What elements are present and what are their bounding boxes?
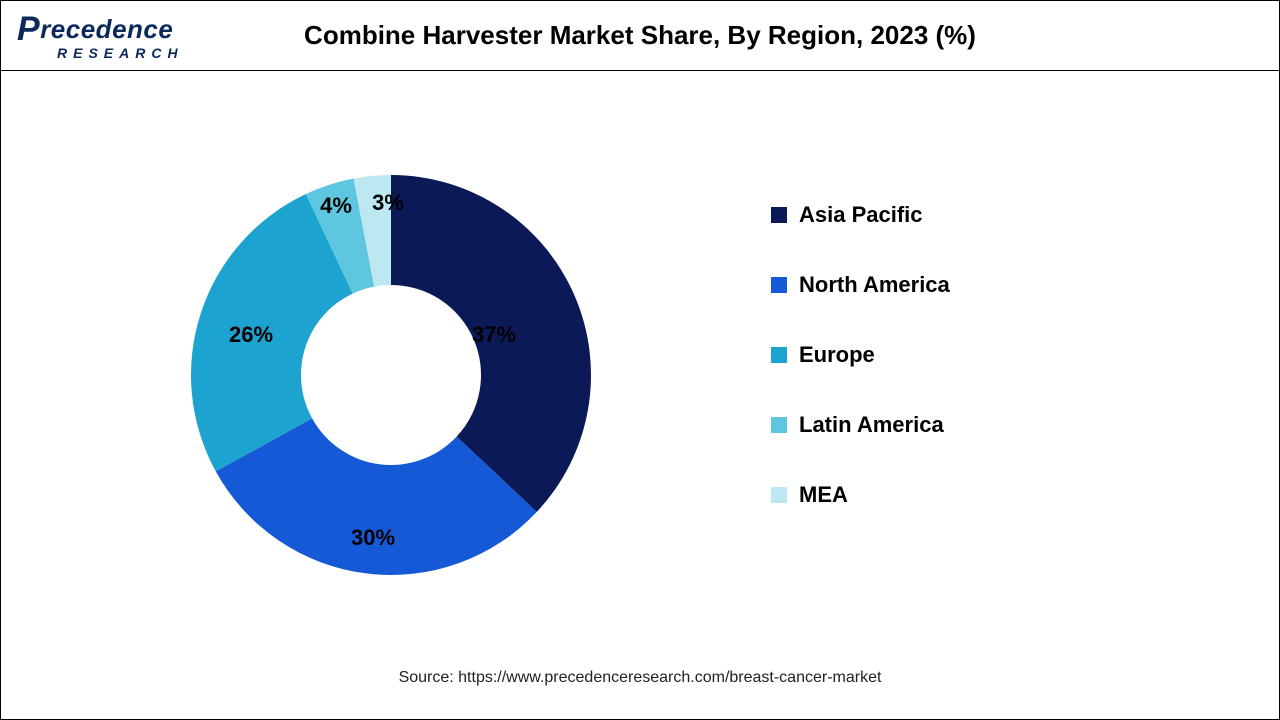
legend-swatch	[771, 487, 787, 503]
source-text: Source: https://www.precedenceresearch.c…	[399, 669, 882, 687]
legend-item: North America	[771, 272, 1239, 298]
chart-title: Combine Harvester Market Share, By Regio…	[1, 20, 1279, 51]
legend-label: Europe	[799, 342, 875, 368]
legend-label: Asia Pacific	[799, 202, 923, 228]
header: Precedence RESEARCH Combine Harvester Ma…	[1, 1, 1279, 71]
slice-label: 3%	[372, 190, 404, 215]
legend-item: Latin America	[771, 412, 1239, 438]
legend-item: Europe	[771, 342, 1239, 368]
content-body: 37% 30% 26% 4% 3% Asia Pacific North America E…	[1, 71, 1279, 669]
logo-rest: recedence	[40, 14, 173, 44]
logo-initial: P	[17, 10, 40, 48]
legend-item: MEA	[771, 482, 1239, 508]
legend-swatch	[771, 347, 787, 363]
logo-line2: RESEARCH	[57, 45, 184, 61]
slice-label: 37%	[472, 322, 516, 347]
slice-label: 4%	[320, 193, 352, 218]
brand-logo: Precedence RESEARCH	[17, 10, 184, 61]
legend-label: Latin America	[799, 412, 944, 438]
legend-swatch	[771, 417, 787, 433]
legend-label: North America	[799, 272, 950, 298]
legend: Asia Pacific North America Europe Latin Ame…	[741, 202, 1239, 508]
legend-swatch	[771, 207, 787, 223]
source-footer: Source: https://www.precedenceresearch.c…	[1, 669, 1279, 719]
donut-svg: 37% 30% 26% 4% 3%	[41, 105, 741, 645]
page-frame: Precedence RESEARCH Combine Harvester Ma…	[0, 0, 1280, 720]
legend-item: Asia Pacific	[771, 202, 1239, 228]
slice-label: 26%	[229, 322, 273, 347]
slice-label: 30%	[351, 525, 395, 550]
legend-swatch	[771, 277, 787, 293]
legend-label: MEA	[799, 482, 848, 508]
logo-line1: Precedence	[17, 10, 173, 49]
donut-chart: 37% 30% 26% 4% 3%	[41, 115, 741, 635]
